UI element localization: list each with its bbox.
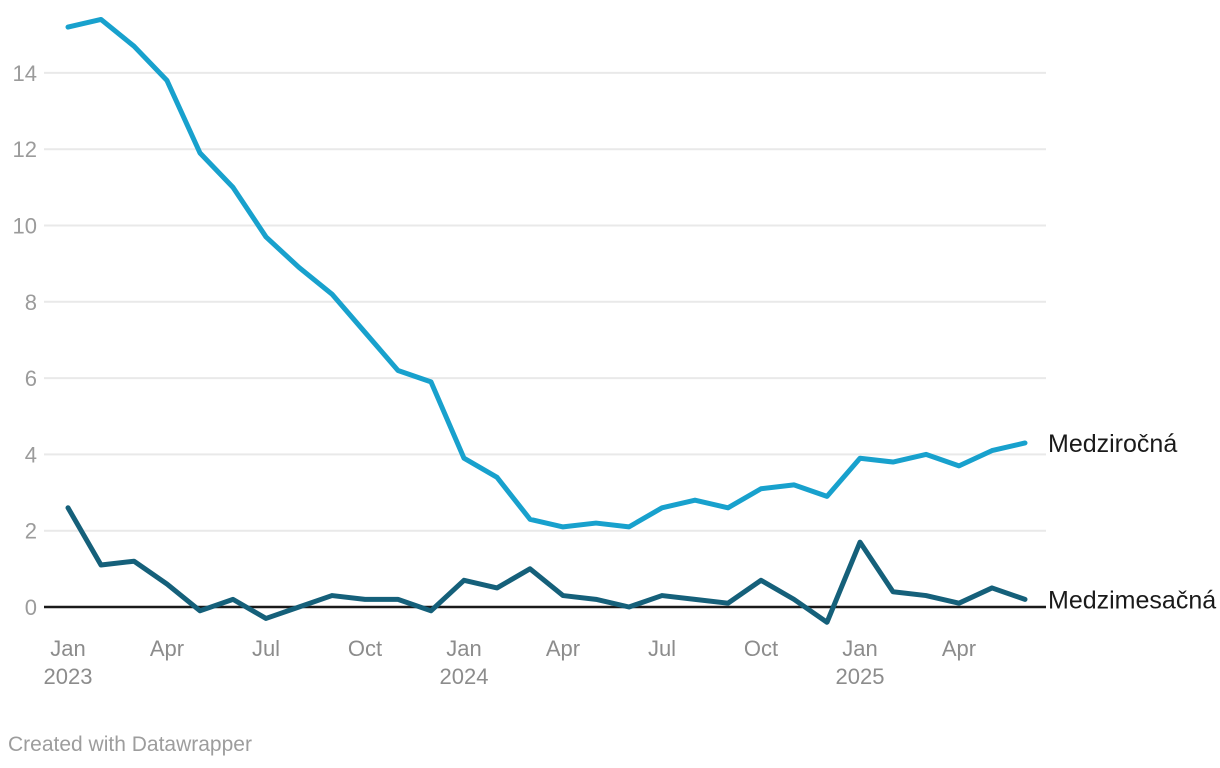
x-axis-tick-label: Jul bbox=[252, 636, 280, 661]
series-label-medzimesacna: Medzimesačná bbox=[1048, 586, 1216, 614]
x-axis-year-label: 2025 bbox=[836, 664, 885, 689]
y-axis-tick-label: 14 bbox=[13, 61, 37, 86]
x-axis-tick-label: Jan bbox=[842, 636, 877, 661]
y-axis-tick-label: 6 bbox=[25, 366, 37, 391]
x-axis-tick-label: Jan bbox=[446, 636, 481, 661]
inflation-line-chart: 0 2 4 6 8 10 12 14 Jan 2023 Apr Jul Oct Jan 2024 Apr Jul… bbox=[13, 16, 1216, 689]
x-axis-tick-label: Oct bbox=[348, 636, 382, 661]
y-axis-tick-label: 8 bbox=[25, 290, 37, 315]
x-axis-tick-label: Jan bbox=[50, 636, 85, 661]
datawrapper-credit: Created with Datawrapper bbox=[8, 733, 252, 756]
y-axis-tick-label: 10 bbox=[13, 214, 37, 239]
x-axis-tick-label: Apr bbox=[942, 636, 976, 661]
y-axis-tick-label: 2 bbox=[25, 519, 37, 544]
x-axis-year-label: 2024 bbox=[440, 664, 489, 689]
x-axis-tick-label: Jul bbox=[648, 636, 676, 661]
x-axis-tick-label: Apr bbox=[150, 636, 184, 661]
series-label-medzirocna: Medziročná bbox=[1048, 430, 1177, 458]
y-axis-tick-label: 4 bbox=[25, 442, 37, 467]
x-axis-year-label: 2023 bbox=[44, 664, 93, 689]
y-axis-tick-label: 12 bbox=[13, 137, 37, 162]
y-axis-tick-label: 0 bbox=[25, 595, 37, 620]
x-axis-tick-label: Apr bbox=[546, 636, 580, 661]
series-line-medzimesacna bbox=[65, 505, 1028, 625]
x-axis-tick-label: Oct bbox=[744, 636, 778, 661]
series-line-medzirocna bbox=[65, 16, 1028, 530]
